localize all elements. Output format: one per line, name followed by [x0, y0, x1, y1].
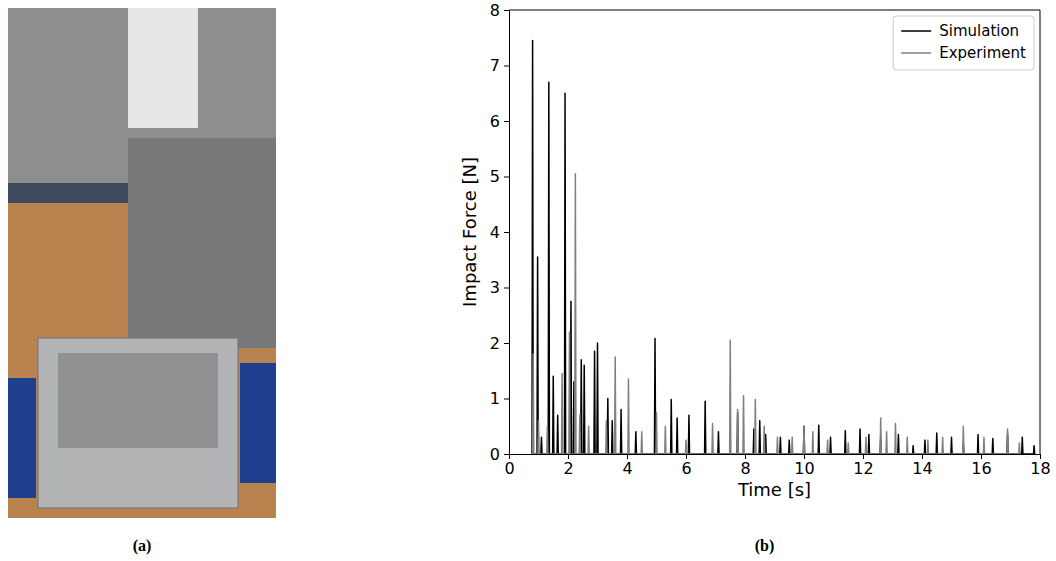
x-tick-mark [922, 454, 923, 459]
x-tick: 10 [794, 454, 814, 478]
x-tick-mark [745, 454, 746, 459]
x-tick-label: 4 [622, 459, 632, 478]
x-tick-label: 12 [853, 459, 873, 478]
photo-box [38, 338, 238, 508]
photo-panel [8, 8, 276, 518]
x-tick-mark [804, 454, 805, 459]
photo-clamp [240, 363, 276, 483]
y-tick: 2 [490, 334, 509, 353]
x-tick-mark [568, 454, 569, 459]
series-line [532, 41, 1035, 454]
photo-bin [128, 138, 276, 348]
frame-top [509, 10, 1040, 11]
legend-swatch [901, 52, 931, 54]
y-tick-label: 3 [490, 278, 500, 297]
y-tick: 1 [490, 389, 509, 408]
y-axis-line [504, 11, 510, 455]
y-tick-label: 8 [490, 1, 500, 20]
x-tick-label: 0 [504, 459, 514, 478]
x-tick-mark [981, 454, 982, 459]
y-tick-mark [504, 10, 509, 11]
y-tick-mark [504, 121, 509, 122]
x-tick-mark [863, 454, 864, 459]
legend-label: Simulation [939, 22, 1019, 40]
x-tick-mark [627, 454, 628, 459]
x-axis-title: Time [s] [737, 479, 811, 500]
x-tick: 18 [1030, 454, 1050, 478]
legend-entry: Simulation [901, 22, 1019, 40]
x-tick-label: 18 [1030, 459, 1050, 478]
x-axis: 0 2 4 6 8 10 12 14 16 18 [504, 454, 1050, 478]
x-tick-label: 6 [681, 459, 691, 478]
x-tick: 6 [681, 454, 691, 478]
y-axis-title: Impact Force [N] [459, 157, 480, 307]
legend-swatch [901, 30, 931, 32]
series-line [533, 174, 1020, 454]
photo-box-inside [58, 353, 218, 448]
legend: Simulation Experiment [893, 16, 1034, 70]
x-tick: 0 [504, 454, 514, 478]
x-tick: 8 [740, 454, 750, 478]
plot-area [532, 41, 1035, 454]
y-axis: 0 1 2 3 4 5 6 7 8 [490, 1, 510, 464]
y-tick: 0 [490, 445, 509, 464]
y-tick-mark [504, 66, 509, 67]
photo-chute [128, 8, 198, 128]
x-tick: 12 [853, 454, 873, 478]
y-tick: 6 [490, 112, 509, 131]
y-tick: 5 [490, 167, 509, 186]
y-tick-label: 0 [490, 445, 500, 464]
figure: 024681012141618012345678Time [s]Impact F… [0, 0, 1056, 561]
x-tick-label: 2 [563, 459, 573, 478]
x-tick-label: 10 [794, 459, 814, 478]
y-tick-mark [504, 454, 509, 455]
panel-label: (a) [133, 537, 152, 555]
panel-label: (b) [755, 537, 775, 555]
frame-right [1040, 10, 1041, 454]
x-tick-label: 8 [740, 459, 750, 478]
x-tick: 14 [912, 454, 932, 478]
x-tick-mark [1040, 454, 1041, 459]
y-tick-mark [504, 399, 509, 400]
y-tick-label: 5 [490, 167, 500, 186]
x-axis-line [510, 455, 1041, 460]
y-tick-mark [504, 232, 509, 233]
legend-frame [893, 16, 1034, 70]
x-tick-label: 14 [912, 459, 932, 478]
y-tick: 3 [490, 278, 509, 297]
y-tick-label: 4 [490, 223, 500, 242]
y-tick-label: 7 [490, 56, 500, 75]
x-tick-mark [686, 454, 687, 459]
y-tick: 7 [490, 56, 509, 75]
photo-background [8, 8, 276, 518]
legend-label: Experiment [939, 44, 1026, 62]
y-tick-mark [504, 343, 509, 344]
y-tick-mark [504, 288, 509, 289]
x-tick: 16 [971, 454, 991, 478]
photo-clamp [8, 378, 36, 498]
x-tick: 2 [563, 454, 573, 478]
y-tick: 8 [490, 1, 509, 20]
y-tick-label: 2 [490, 334, 500, 353]
y-tick: 4 [490, 223, 509, 242]
x-tick: 4 [622, 454, 632, 478]
y-tick-label: 6 [490, 112, 500, 131]
legend-entry: Experiment [901, 44, 1026, 62]
y-tick-mark [504, 177, 509, 178]
y-tick-label: 1 [490, 389, 500, 408]
x-tick-label: 16 [971, 459, 991, 478]
